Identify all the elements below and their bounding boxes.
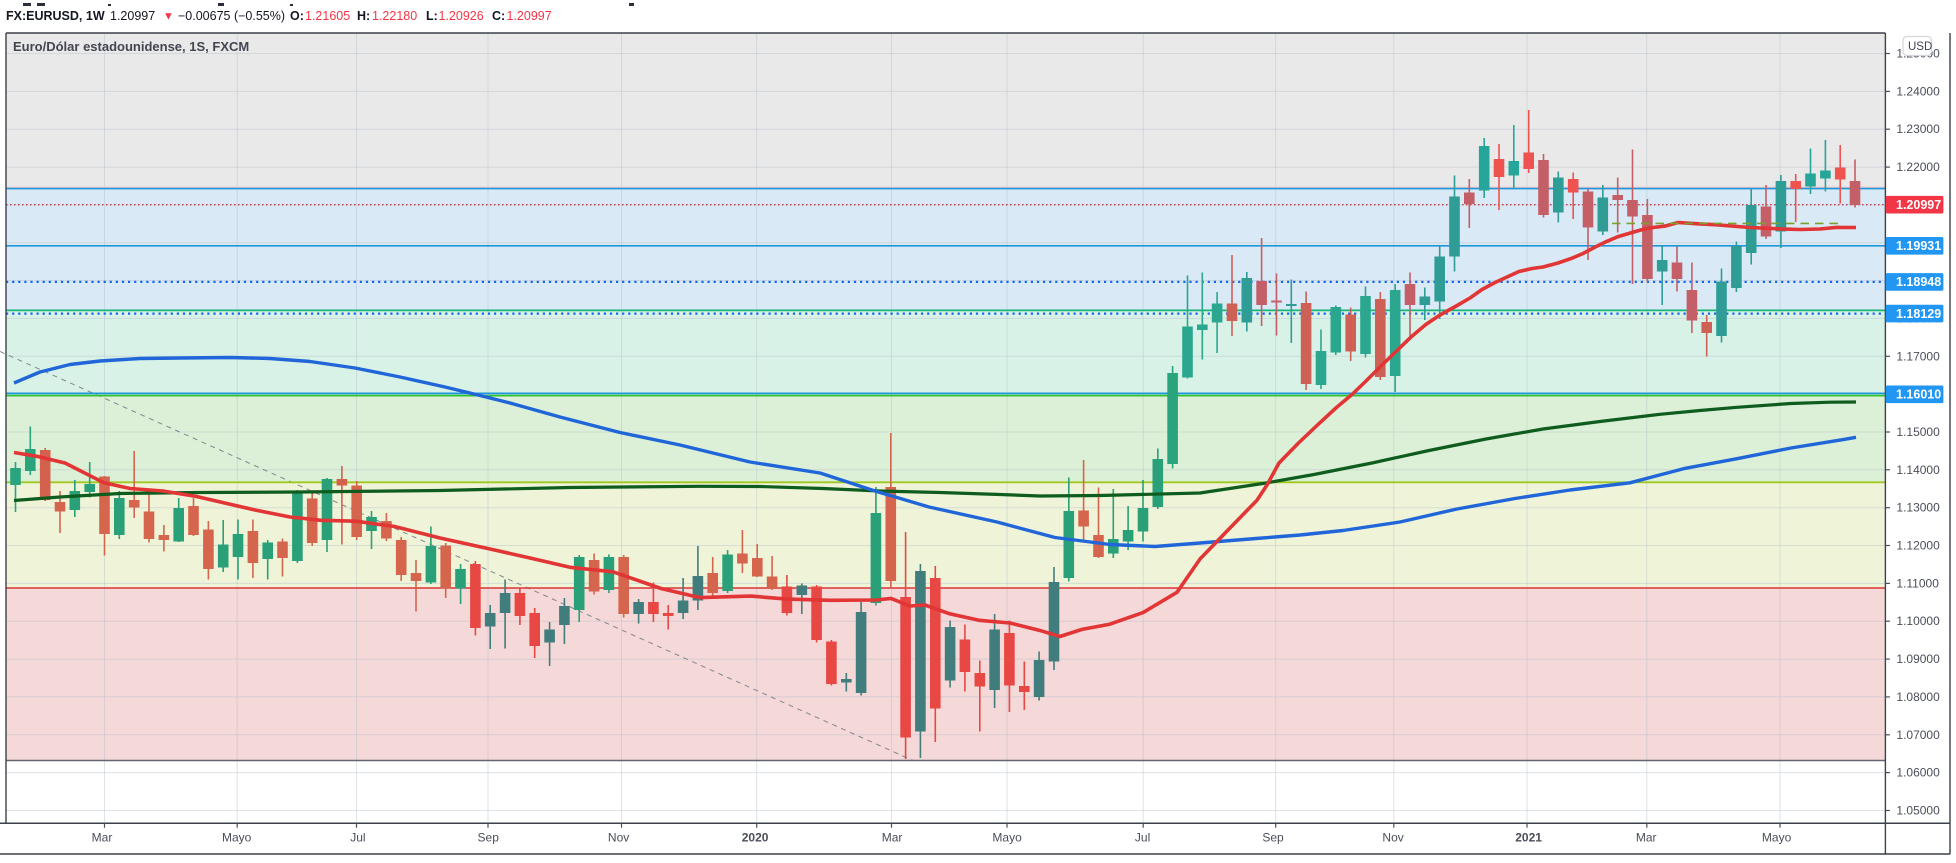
svg-text:1.22000: 1.22000 [1896, 160, 1940, 174]
svg-text:C:: C: [492, 9, 505, 23]
svg-text:Mayo: Mayo [992, 831, 1022, 845]
svg-text:1.23000: 1.23000 [1896, 122, 1940, 136]
svg-text:1.18948: 1.18948 [1896, 275, 1941, 289]
svg-text:▼: ▼ [163, 11, 174, 23]
svg-text:1.16010: 1.16010 [1896, 388, 1941, 402]
svg-text:1.17000: 1.17000 [1896, 349, 1940, 363]
svg-text:1.18129: 1.18129 [1896, 307, 1941, 321]
svg-text:USD: USD [1908, 41, 1932, 53]
svg-text:1.11000: 1.11000 [1896, 576, 1939, 590]
svg-text:Mayo: Mayo [222, 831, 252, 845]
svg-text:Mar: Mar [92, 831, 113, 845]
svg-text:Mayo: Mayo [1762, 831, 1792, 845]
svg-text:1.20997: 1.20997 [110, 9, 155, 23]
svg-text:Nov: Nov [1382, 831, 1403, 845]
svg-text:Mar: Mar [882, 831, 903, 845]
svg-text:1.19931: 1.19931 [1896, 239, 1941, 253]
svg-text:1.05000: 1.05000 [1896, 804, 1940, 818]
svg-text:1.13000: 1.13000 [1896, 501, 1940, 515]
svg-text:Mar: Mar [1636, 831, 1657, 845]
svg-text:1.21605: 1.21605 [305, 9, 350, 23]
svg-text:Jul: Jul [1135, 831, 1150, 845]
svg-text:1.22180: 1.22180 [372, 9, 417, 23]
svg-text:1.20926: 1.20926 [439, 9, 484, 23]
svg-text:−0.00675 (−0.55%): −0.00675 (−0.55%) [178, 9, 285, 23]
svg-text:Sep: Sep [1262, 831, 1284, 845]
svg-text:1.12000: 1.12000 [1896, 539, 1940, 553]
svg-text:1.07000: 1.07000 [1896, 728, 1940, 742]
svg-text:1.24000: 1.24000 [1896, 84, 1940, 98]
svg-text:Sep: Sep [478, 831, 500, 845]
svg-text:Nov: Nov [608, 831, 629, 845]
svg-text:FX:EURUSD, 1W: FX:EURUSD, 1W [6, 9, 105, 23]
svg-text:1.10000: 1.10000 [1896, 614, 1940, 628]
svg-text:Jul: Jul [350, 831, 365, 845]
svg-text:L:: L: [426, 9, 438, 23]
svg-text:1.06000: 1.06000 [1896, 766, 1940, 780]
svg-text:2021: 2021 [1515, 831, 1542, 845]
svg-text:1.20997: 1.20997 [1896, 198, 1941, 212]
svg-text:H:: H: [357, 9, 370, 23]
svg-text:Euro/Dólar estadounidense, 1S,: Euro/Dólar estadounidense, 1S, FXCM [13, 39, 249, 54]
svg-text:1.14000: 1.14000 [1896, 463, 1940, 477]
svg-text:1.08000: 1.08000 [1896, 690, 1940, 704]
svg-text:1.09000: 1.09000 [1896, 652, 1940, 666]
svg-text:1.15000: 1.15000 [1896, 425, 1940, 439]
svg-text:1.20997: 1.20997 [507, 9, 552, 23]
svg-text:2020: 2020 [742, 831, 769, 845]
svg-text:O:: O: [290, 9, 304, 23]
